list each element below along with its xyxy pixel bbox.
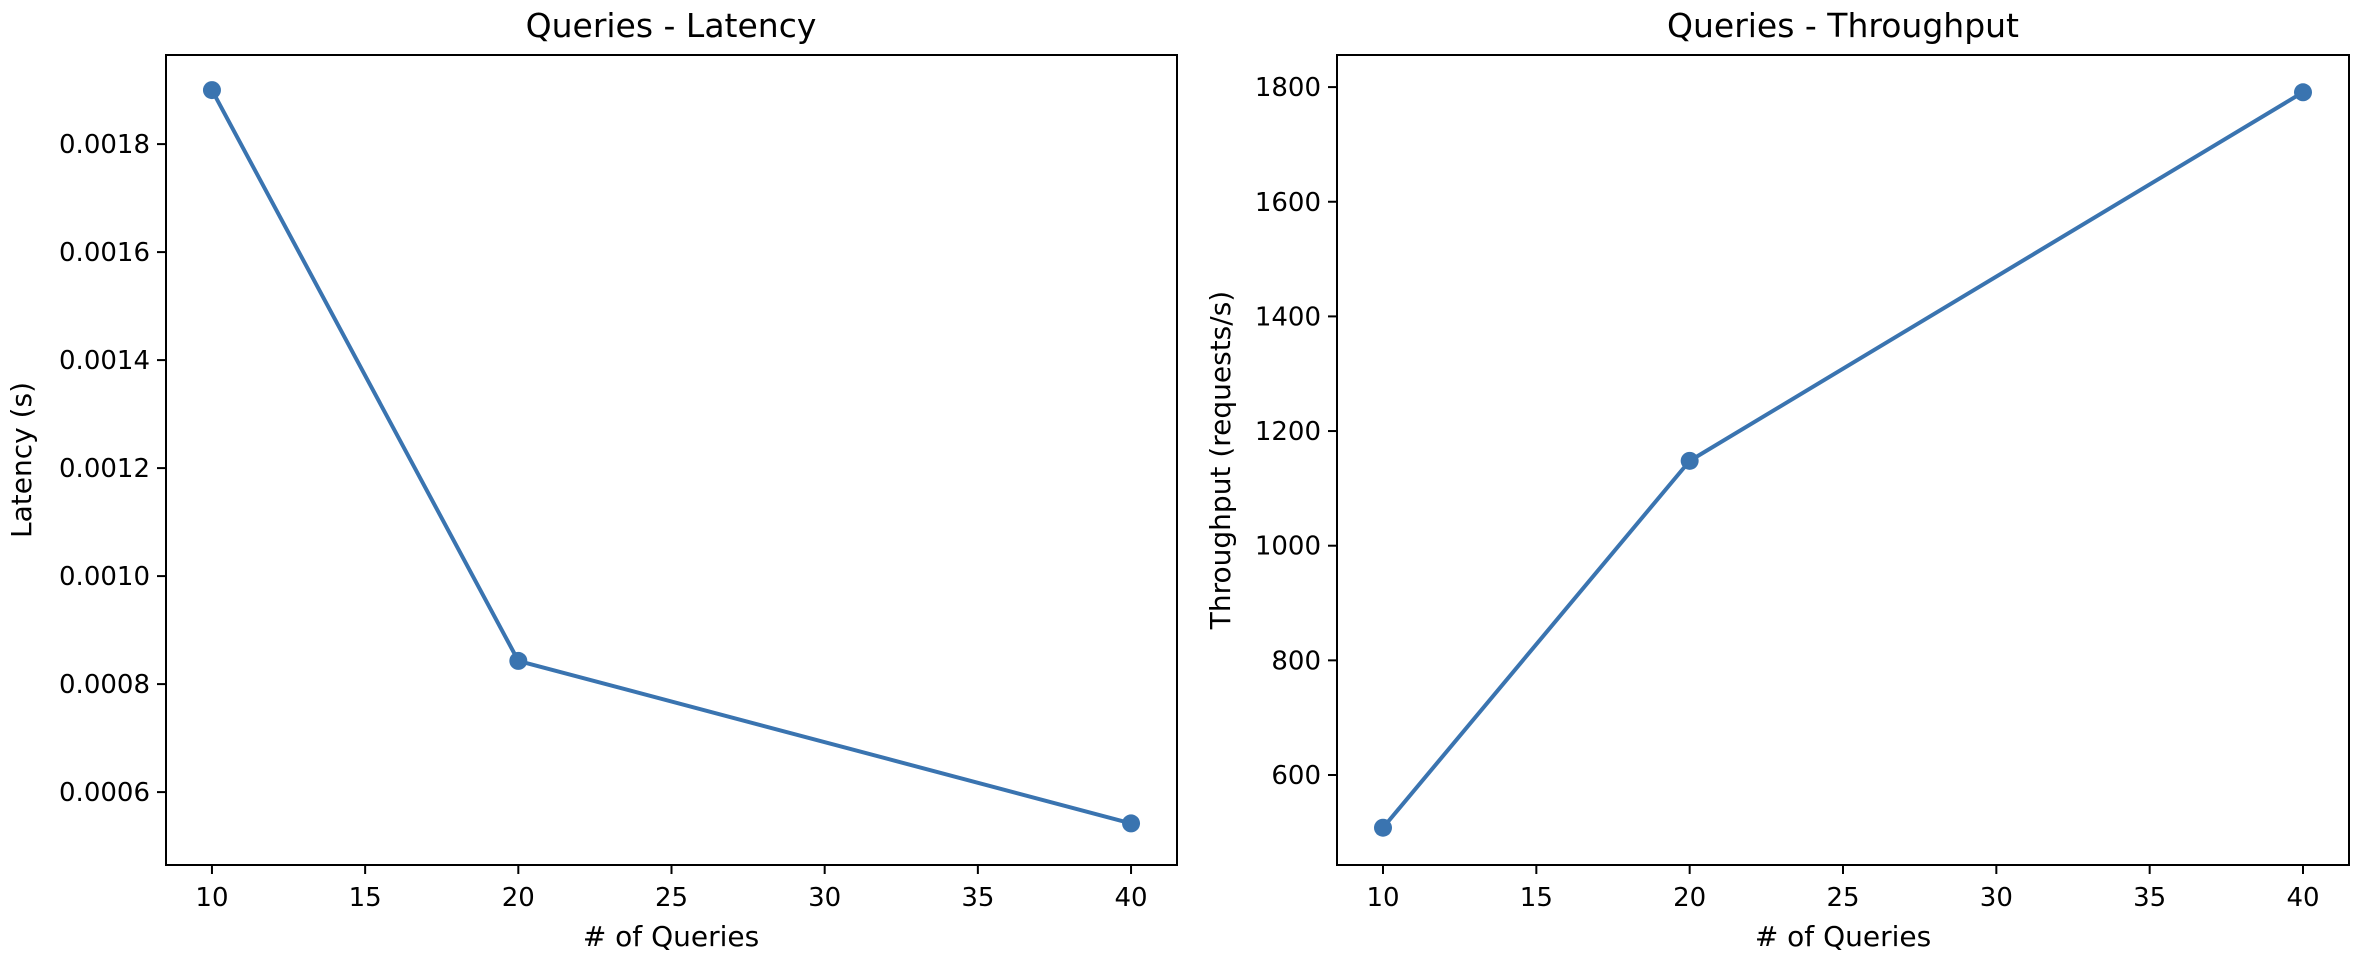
chart-title: Queries - Latency (526, 6, 817, 45)
y-tick-label: 0.0012 (59, 454, 150, 484)
y-tick-label: 1200 (1255, 417, 1321, 447)
y-tick-label: 0.0010 (59, 562, 150, 592)
data-point (1374, 818, 1392, 837)
throughput-chart: Queries - Throughput 10 15 20 25 30 35 40 600 80… (1204, 6, 2350, 953)
data-point (202, 81, 221, 100)
y-tick-label: 800 (1271, 646, 1321, 676)
plot-frame (1336, 54, 2350, 866)
x-tick-label: 10 (1366, 883, 1399, 913)
y-tick-label: 600 (1271, 761, 1321, 791)
x-tick-label: 15 (1520, 883, 1553, 913)
x-tick-label: 40 (2286, 883, 2319, 913)
x-tick-label: 35 (961, 883, 994, 913)
x-tick-label: 30 (808, 883, 841, 913)
plot-area: 10 15 20 25 30 35 40 0.0006 0.0008 0.0010 0.0012 0.… (59, 81, 1148, 913)
data-point (509, 651, 528, 670)
x-tick-label: 25 (1826, 883, 1859, 913)
x-axis-label: # of Queries (1755, 920, 1931, 953)
chart-title: Queries - Throughput (1667, 6, 2019, 45)
data-point (2294, 83, 2312, 102)
x-tick-label: 30 (1980, 883, 2013, 913)
plot-area: 10 15 20 25 30 35 40 600 800 1000 1200 1400 1600 1800 (1255, 73, 2320, 913)
series-line (1381, 90, 2305, 830)
x-tick-label: 35 (2133, 883, 2166, 913)
y-axis-label: Latency (s) (5, 382, 38, 538)
y-tick-label: 0.0014 (59, 346, 150, 376)
y-tick-label: 1600 (1255, 188, 1321, 218)
plot-frame (165, 54, 1178, 866)
x-tick-label: 40 (1114, 883, 1147, 913)
y-tick-label: 0.0016 (59, 238, 150, 268)
data-point (1122, 814, 1141, 833)
x-tick-label: 25 (655, 883, 688, 913)
y-tick-label: 1800 (1255, 73, 1321, 103)
latency-chart: Queries - Latency 10 15 20 25 30 35 40 0.0006 0.… (5, 6, 1178, 953)
y-tick-label: 0.0018 (59, 130, 150, 160)
x-tick-label: 10 (195, 883, 228, 913)
x-tick-label: 20 (502, 883, 535, 913)
x-axis-label: # of Queries (583, 920, 759, 953)
y-tick-label: 0.0006 (59, 778, 150, 808)
y-tick-label: 1400 (1255, 302, 1321, 332)
y-tick-label: 1000 (1255, 532, 1321, 562)
x-tick-label: 20 (1673, 883, 1706, 913)
data-point (1680, 451, 1699, 470)
x-tick-label: 15 (349, 883, 382, 913)
series-line (209, 88, 1134, 826)
y-tick-label: 0.0008 (59, 670, 150, 700)
y-axis-label: Throughput (requests/s) (1204, 291, 1237, 630)
